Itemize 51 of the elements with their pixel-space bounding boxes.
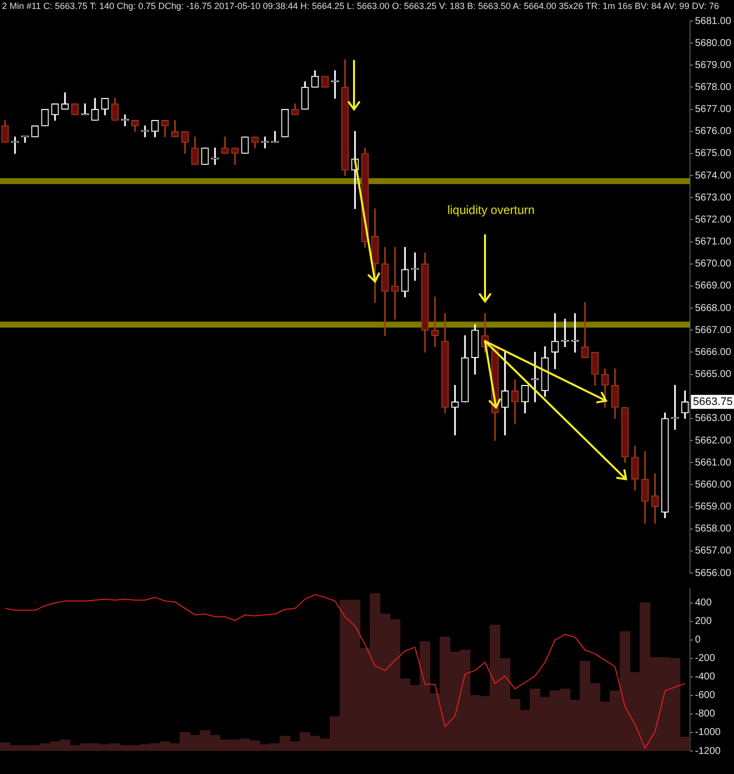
y-tick-label: 5673.00 bbox=[695, 192, 732, 204]
candlestick bbox=[211, 148, 219, 165]
y-tick-label: 5656.00 bbox=[695, 568, 732, 579]
y-tick-label: 400 bbox=[695, 598, 712, 609]
y-tick-label: 5668.00 bbox=[695, 302, 732, 314]
y-tick-label: -1000 bbox=[695, 727, 722, 738]
candlestick bbox=[431, 296, 439, 348]
y-tick-label: -600 bbox=[695, 690, 716, 702]
y-tick-label: 5663.00 bbox=[695, 413, 732, 424]
y-tick-label: 5659.00 bbox=[695, 502, 732, 513]
chart-title: 2 Min #11 C: 5663.75 T: 140 Chg: 0.75 DChg: -16.75 2017-05-10 09:38:44 H: 5664.25 L: 5663.00 O: 5663.25 V: 183 B: 5663.50 A: 5664.00 35x26 TR: 1m 16s BV: 84 AV: 99 DV: 76 bbox=[1, 0, 720, 13]
annotation: 5663.75 bbox=[693, 396, 733, 408]
y-tick-label: 5665.00 bbox=[695, 369, 732, 380]
y-tick-label: 5660.00 bbox=[695, 479, 732, 490]
y-tick-label: 5681.00 bbox=[695, 16, 732, 27]
y-tick-label: 5657.00 bbox=[695, 546, 732, 557]
candlestick bbox=[21, 136, 29, 143]
y-tick-label: -400 bbox=[695, 672, 716, 683]
y-tick-label: 200 bbox=[695, 616, 712, 628]
y-tick-label: 5672.00 bbox=[695, 214, 732, 226]
y-tick-label: 5667.00 bbox=[695, 324, 732, 336]
y-tick-label: 5674.00 bbox=[695, 170, 732, 182]
y-tick-label: 5658.00 bbox=[695, 524, 732, 535]
candlestick bbox=[391, 246, 399, 320]
y-tick-label: 5670.00 bbox=[695, 258, 732, 270]
candlestick bbox=[451, 384, 459, 436]
annotation: liquidity overturn bbox=[447, 203, 535, 218]
candlestick bbox=[551, 313, 559, 370]
y-tick-label: 5677.00 bbox=[695, 104, 732, 116]
y-tick-label: 5671.00 bbox=[695, 236, 732, 248]
y-tick-label: -800 bbox=[695, 708, 716, 720]
candlestick bbox=[501, 352, 509, 436]
y-tick-label: 5669.00 bbox=[695, 280, 732, 292]
y-tick-label: 5675.00 bbox=[695, 148, 732, 160]
y-tick-label: 5666.00 bbox=[695, 346, 732, 358]
candlestick bbox=[581, 302, 589, 358]
candlestick bbox=[651, 473, 659, 524]
candlestick bbox=[511, 379, 519, 424]
candlestick bbox=[671, 384, 679, 430]
y-tick-label: 5680.00 bbox=[695, 38, 732, 49]
y-tick-label: 0 bbox=[695, 634, 701, 646]
candlestick bbox=[261, 136, 269, 148]
candlestick bbox=[271, 131, 279, 143]
y-tick-label: 5678.00 bbox=[695, 82, 732, 93]
y-tick-label: 5679.00 bbox=[695, 60, 732, 71]
y-tick-label: -200 bbox=[695, 653, 716, 664]
y-tick-label: 5676.00 bbox=[695, 126, 732, 138]
y-tick-label: 5662.00 bbox=[695, 435, 732, 446]
y-tick-label: 5661.00 bbox=[695, 457, 732, 468]
candlestick bbox=[11, 136, 19, 154]
y-tick-label: -1200 bbox=[695, 746, 722, 757]
